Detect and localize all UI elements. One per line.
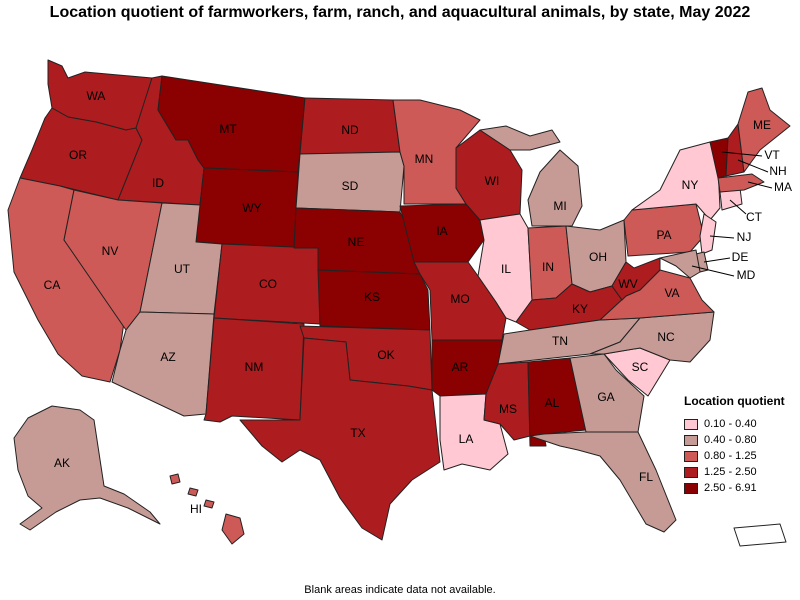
map-title: Location quotient of farmworkers, farm, … (49, 4, 751, 21)
state-SD (295, 151, 405, 213)
label-PA: PA (656, 228, 671, 242)
legend-label: 0.80 - 1.25 (704, 450, 757, 462)
label-WA: WA (87, 89, 106, 103)
label-WY: WY (242, 201, 261, 215)
state-MD (659, 249, 701, 279)
label-AK: AK (54, 456, 70, 470)
label-CT: CT (746, 210, 763, 224)
state-TX (239, 337, 441, 541)
legend-swatch (684, 434, 698, 446)
label-NE: NE (348, 235, 365, 249)
state-AK (13, 405, 161, 531)
label-WI: WI (485, 174, 500, 188)
label-NM: NM (245, 360, 264, 374)
leader-VT (721, 151, 763, 157)
state-MA (717, 173, 765, 193)
legend-label: 1.25 - 2.50 (704, 466, 757, 478)
label-MT: MT (219, 122, 237, 136)
label-MI: MI (553, 199, 566, 213)
label-TX: TX (350, 426, 365, 440)
label-NV: NV (102, 244, 119, 258)
label-ID: ID (152, 176, 164, 190)
legend-swatch (684, 450, 698, 462)
legend-row: 1.25 - 2.50 (684, 464, 785, 480)
label-NH: NH (769, 164, 786, 178)
leader-MD (691, 265, 735, 277)
label-WV: WV (618, 277, 637, 291)
data-note: Blank areas indicate data not available. (304, 584, 496, 596)
label-MD: MD (737, 268, 756, 282)
label-ME: ME (753, 118, 771, 132)
label-NC: NC (657, 330, 675, 344)
label-LA: LA (459, 432, 474, 446)
state-FL (529, 431, 677, 533)
leader-MA (747, 181, 773, 189)
legend-row: 0.40 - 0.80 (684, 432, 785, 448)
state-ME (737, 87, 791, 173)
label-IL: IL (501, 262, 511, 276)
state-NM (203, 317, 305, 423)
legend-label: 2.50 - 6.91 (704, 482, 757, 494)
leader-CT (729, 199, 747, 215)
label-ND: ND (341, 123, 359, 137)
state-MI (527, 149, 583, 227)
state-MO (413, 261, 507, 341)
legend-row: 0.80 - 1.25 (684, 448, 785, 464)
label-OK: OK (377, 348, 394, 362)
leader-NJ (709, 235, 735, 239)
legend-row: 2.50 - 6.91 (684, 480, 785, 496)
label-OR: OR (69, 148, 87, 162)
label-KY: KY (572, 302, 588, 316)
label-VT: VT (764, 148, 780, 162)
label-NJ: NJ (737, 230, 752, 244)
label-AL: AL (545, 396, 560, 410)
map-legend: Location quotient 0.10 - 0.40 0.40 - 0.8… (684, 394, 785, 496)
legend-swatch (684, 482, 698, 494)
leader-NH (737, 159, 769, 173)
label-CA: CA (44, 278, 61, 292)
label-OH: OH (589, 250, 607, 264)
label-AR: AR (452, 360, 469, 374)
legend-row: 0.10 - 0.40 (684, 416, 785, 432)
state-KS (317, 269, 431, 331)
territory-PR (733, 523, 787, 547)
legend-swatch (684, 418, 698, 430)
state-MI-up (479, 125, 561, 151)
legend-swatch (684, 466, 698, 478)
label-VA: VA (664, 286, 679, 300)
label-MS: MS (499, 402, 517, 416)
state-NJ (699, 213, 717, 255)
label-HI: HI (190, 502, 202, 516)
label-UT: UT (174, 262, 191, 276)
label-NY: NY (682, 178, 699, 192)
legend-label: 0.10 - 0.40 (704, 418, 757, 430)
label-IN: IN (542, 260, 554, 274)
label-SC: SC (632, 360, 649, 374)
legend-title: Location quotient (684, 394, 785, 408)
label-IA: IA (436, 224, 447, 238)
label-MN: MN (415, 152, 434, 166)
state-HI (169, 473, 245, 545)
leader-DE (703, 257, 731, 263)
label-SD: SD (342, 179, 359, 193)
label-KS: KS (364, 290, 380, 304)
state-WV (611, 257, 661, 301)
label-AZ: AZ (160, 350, 175, 364)
label-CO: CO (259, 277, 277, 291)
state-IL (477, 213, 533, 323)
label-MO: MO (450, 292, 469, 306)
label-DE: DE (732, 250, 749, 264)
label-GA: GA (597, 390, 614, 404)
label-MA: MA (774, 180, 792, 194)
legend-label: 0.40 - 0.80 (704, 434, 757, 446)
label-TN: TN (552, 334, 568, 348)
label-FL: FL (639, 470, 653, 484)
